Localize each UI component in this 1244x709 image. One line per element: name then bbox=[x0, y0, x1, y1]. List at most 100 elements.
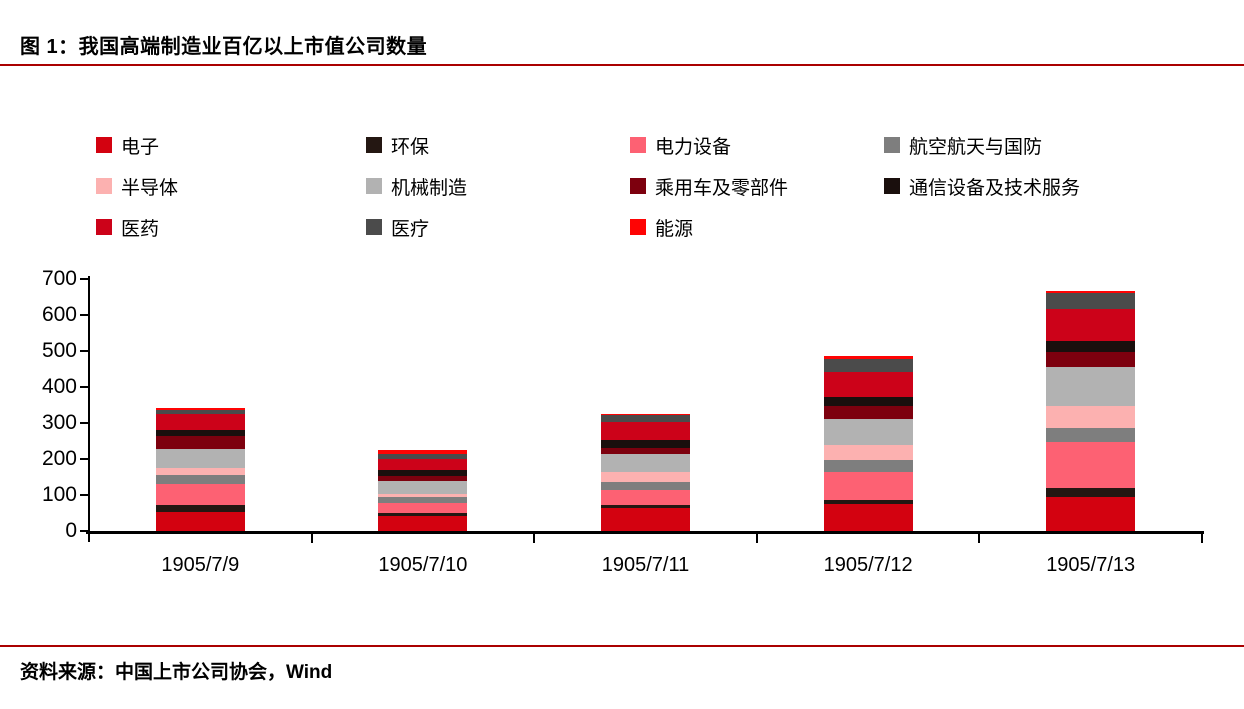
legend-label: 乘用车及零部件 bbox=[655, 177, 789, 199]
bar-segment-通信设备及技术服务 bbox=[601, 439, 690, 448]
legend-label: 能源 bbox=[655, 218, 694, 240]
bar-segment-航空航天与国防 bbox=[155, 474, 245, 484]
bar-segment-环保 bbox=[601, 505, 690, 509]
legend-item: 医疗 bbox=[366, 215, 630, 240]
y-axis-tick-label: 700 bbox=[41, 267, 77, 290]
legend-label: 电力设备 bbox=[655, 136, 732, 158]
x-axis-category-label: 1905/7/10 bbox=[378, 554, 468, 576]
legend-label: 医药 bbox=[121, 218, 160, 240]
bar-segment-环保 bbox=[378, 512, 468, 516]
legend-swatch-icon bbox=[884, 178, 900, 194]
title-divider bbox=[0, 64, 1244, 66]
legend-item: 乘用车及零部件 bbox=[630, 174, 884, 199]
legend-swatch-icon bbox=[630, 178, 646, 194]
legend-swatch-icon bbox=[96, 178, 112, 194]
legend-label: 电子 bbox=[121, 136, 160, 158]
bar-segment-乘用车及零部件 bbox=[378, 475, 468, 481]
bar-segment-环保 bbox=[1046, 487, 1136, 497]
legend-swatch-icon bbox=[630, 219, 646, 235]
y-axis-tick-label: 600 bbox=[41, 303, 77, 326]
bar-segment-环保 bbox=[155, 505, 245, 512]
bar-segment-航空航天与国防 bbox=[601, 482, 690, 491]
legend-item: 能源 bbox=[630, 215, 884, 240]
bar-segment-医疗 bbox=[1046, 292, 1136, 309]
legend-item: 通信设备及技术服务 bbox=[884, 174, 1236, 199]
x-axis-tick bbox=[533, 534, 536, 543]
y-axis-tick-label: 500 bbox=[41, 339, 77, 362]
legend-item: 环保 bbox=[366, 133, 630, 158]
bar-segment-电力设备 bbox=[823, 471, 913, 501]
bar-segment-电子 bbox=[155, 511, 245, 531]
bar-segment-电力设备 bbox=[155, 483, 245, 506]
legend-item: 电子 bbox=[96, 133, 366, 158]
bar-segment-能源 bbox=[378, 450, 468, 454]
x-axis-tick bbox=[1201, 534, 1203, 543]
bar-segment-医药 bbox=[378, 458, 468, 470]
legend-item: 机械制造 bbox=[366, 174, 630, 199]
bar-segment-航空航天与国防 bbox=[1046, 427, 1136, 443]
bar-segment-医药 bbox=[155, 414, 245, 430]
bar-segment-能源 bbox=[601, 414, 690, 416]
legend-swatch-icon bbox=[366, 178, 382, 194]
x-axis-tick bbox=[978, 534, 981, 543]
y-axis-tick-label: 100 bbox=[41, 483, 77, 506]
bar-segment-电子 bbox=[1046, 496, 1136, 531]
bar-segment-半导体 bbox=[155, 468, 245, 475]
bar-segment-机械制造 bbox=[155, 448, 245, 469]
legend-swatch-icon bbox=[366, 137, 382, 153]
bar-segment-医疗 bbox=[601, 415, 690, 423]
stacked-bar bbox=[823, 356, 913, 531]
y-axis-tick bbox=[80, 386, 88, 388]
x-axis-tick bbox=[310, 534, 313, 543]
bar-segment-航空航天与国防 bbox=[378, 497, 468, 504]
x-axis-category-label: 1905/7/9 bbox=[161, 554, 240, 576]
y-axis-tick-label: 200 bbox=[41, 447, 77, 470]
bar-segment-半导体 bbox=[823, 444, 913, 461]
bar-segment-环保 bbox=[823, 500, 913, 505]
bar-segment-电力设备 bbox=[378, 503, 468, 513]
stacked-bar bbox=[155, 408, 245, 531]
y-axis-tick bbox=[80, 350, 88, 352]
chart-legend: 电子 环保 电力设备 航空航天与国防半导体 机械制造 乘用车及零部件 通信设备及技术服务医药… bbox=[96, 133, 1236, 240]
bar-segment-乘用车及零部件 bbox=[155, 436, 245, 449]
y-axis-tick bbox=[80, 530, 88, 532]
bar-segment-电力设备 bbox=[601, 490, 690, 506]
bar-segment-乘用车及零部件 bbox=[823, 405, 913, 420]
bar-segment-医疗 bbox=[378, 453, 468, 459]
y-axis-tick-label: 0 bbox=[65, 519, 77, 542]
bar-segment-航空航天与国防 bbox=[823, 460, 913, 472]
legend-label: 通信设备及技术服务 bbox=[909, 177, 1081, 199]
bar-segment-机械制造 bbox=[601, 454, 690, 473]
y-axis-line bbox=[88, 276, 90, 542]
bar-segment-通信设备及技术服务 bbox=[378, 469, 468, 476]
legend-label: 机械制造 bbox=[391, 177, 468, 199]
bar-segment-能源 bbox=[823, 356, 913, 359]
bar-segment-乘用车及零部件 bbox=[601, 447, 690, 455]
bar-segment-半导体 bbox=[378, 493, 468, 498]
legend-swatch-icon bbox=[96, 219, 112, 235]
bar-segment-能源 bbox=[1046, 290, 1136, 293]
bar-segment-医药 bbox=[1046, 308, 1136, 342]
y-axis-tick bbox=[80, 278, 88, 280]
bar-segment-机械制造 bbox=[1046, 366, 1136, 407]
legend-swatch-icon bbox=[96, 137, 112, 153]
figure-title: 图 1：我国高端制造业百亿以上市值公司数量 bbox=[20, 36, 428, 58]
stacked-bar bbox=[601, 414, 690, 531]
legend-label: 医疗 bbox=[391, 218, 430, 240]
bar-segment-半导体 bbox=[1046, 406, 1136, 428]
x-axis-line bbox=[86, 531, 1204, 534]
source-text: 资料来源：中国上市公司协会，Wind bbox=[20, 662, 333, 683]
x-axis-category-label: 1905/7/11 bbox=[601, 554, 690, 576]
bar-segment-医疗 bbox=[155, 409, 245, 415]
legend-item: 半导体 bbox=[96, 174, 366, 199]
bar-segment-乘用车及零部件 bbox=[1046, 352, 1136, 367]
y-axis-tick-label: 400 bbox=[41, 375, 77, 398]
bar-segment-通信设备及技术服务 bbox=[823, 396, 913, 406]
y-axis-tick bbox=[80, 422, 88, 424]
bar-segment-半导体 bbox=[601, 472, 690, 483]
x-axis-category-label: 1905/7/12 bbox=[823, 554, 913, 576]
bar-segment-电子 bbox=[601, 508, 690, 531]
bar-segment-电子 bbox=[378, 515, 468, 531]
y-axis-tick bbox=[80, 494, 88, 496]
legend-item: 航空航天与国防 bbox=[884, 133, 1236, 158]
